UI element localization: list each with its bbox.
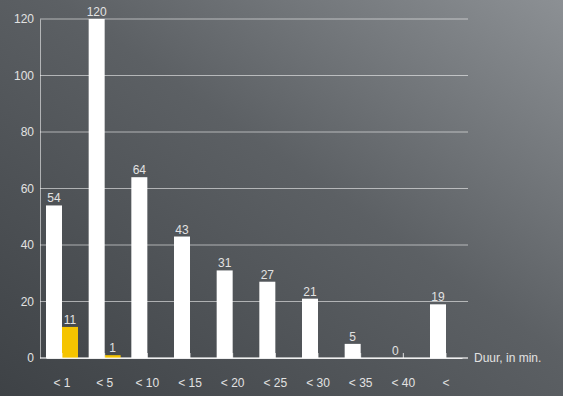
data-label: 31 [218, 256, 232, 270]
bars [46, 19, 446, 358]
grid-line [40, 358, 468, 359]
x-tick-label: < 10 [135, 376, 159, 390]
data-label: 54 [47, 191, 61, 205]
bar [430, 304, 446, 358]
data-labels: 5412064433127215019111 [47, 5, 445, 358]
y-tick-label: 40 [21, 238, 35, 252]
bar [174, 237, 190, 358]
y-tick: 40 [21, 238, 40, 252]
x-tick-label: < 1 [53, 376, 70, 390]
x-tick-label: < [442, 376, 449, 390]
data-label: 11 [64, 313, 77, 327]
y-tick: 120 [14, 12, 40, 26]
data-label: 120 [87, 5, 107, 19]
y-axis: 0 20 40 60 80 100 120 [14, 12, 41, 365]
x-tick-label: < 35 [349, 376, 373, 390]
data-label: 21 [303, 285, 317, 299]
y-tick: 80 [21, 125, 40, 139]
x-tick-mark [446, 353, 447, 358]
data-label: 64 [133, 163, 147, 177]
y-tick: 0 [27, 351, 40, 365]
bar [217, 270, 233, 358]
y-tick-label: 80 [21, 125, 35, 139]
bar [131, 177, 147, 358]
bar [259, 282, 275, 358]
y-tick: 20 [21, 295, 40, 309]
data-label: 0 [392, 344, 399, 358]
x-tick-label: < 25 [263, 376, 287, 390]
bar [345, 344, 361, 358]
y-tick-label: 0 [27, 351, 34, 365]
y-tick-label: 20 [21, 295, 35, 309]
x-tick-label: < 5 [96, 376, 113, 390]
x-tick-mark [403, 353, 404, 358]
background [0, 0, 563, 396]
x-tick-mark [360, 353, 361, 358]
y-tick-label: 120 [14, 12, 34, 26]
x-tick-mark [104, 353, 105, 358]
y-tick-label: 100 [14, 69, 34, 83]
x-tick-mark [275, 353, 276, 358]
x-tick-mark [190, 353, 191, 358]
x-tick-mark [318, 353, 319, 358]
data-label: 1 [109, 341, 116, 355]
data-label: 43 [175, 223, 189, 237]
x-tick-label: < 30 [306, 376, 330, 390]
bar [62, 327, 78, 358]
bar [302, 299, 318, 358]
bar [89, 19, 105, 358]
y-axis-line [40, 20, 41, 359]
x-tick-label: < 20 [221, 376, 245, 390]
data-label: 5 [349, 330, 356, 344]
x-tick-label: < 15 [178, 376, 202, 390]
y-tick: 60 [21, 182, 40, 196]
x-tick-label: < 40 [391, 376, 415, 390]
y-tick-label: 60 [21, 182, 35, 196]
data-label: 19 [431, 290, 445, 304]
x-tick-mark [232, 353, 233, 358]
bar [46, 205, 62, 358]
x-tick-mark [147, 353, 148, 358]
baseline [40, 358, 468, 359]
data-label: 27 [261, 268, 275, 282]
grid [40, 19, 468, 358]
x-tick-mark [62, 353, 63, 358]
y-tick: 100 [14, 69, 40, 83]
x-axis-title: Duur, in min. [474, 351, 541, 365]
chart: 020406080100120< 1< 5< 10< 15< 20< 25< 3… [0, 0, 563, 396]
